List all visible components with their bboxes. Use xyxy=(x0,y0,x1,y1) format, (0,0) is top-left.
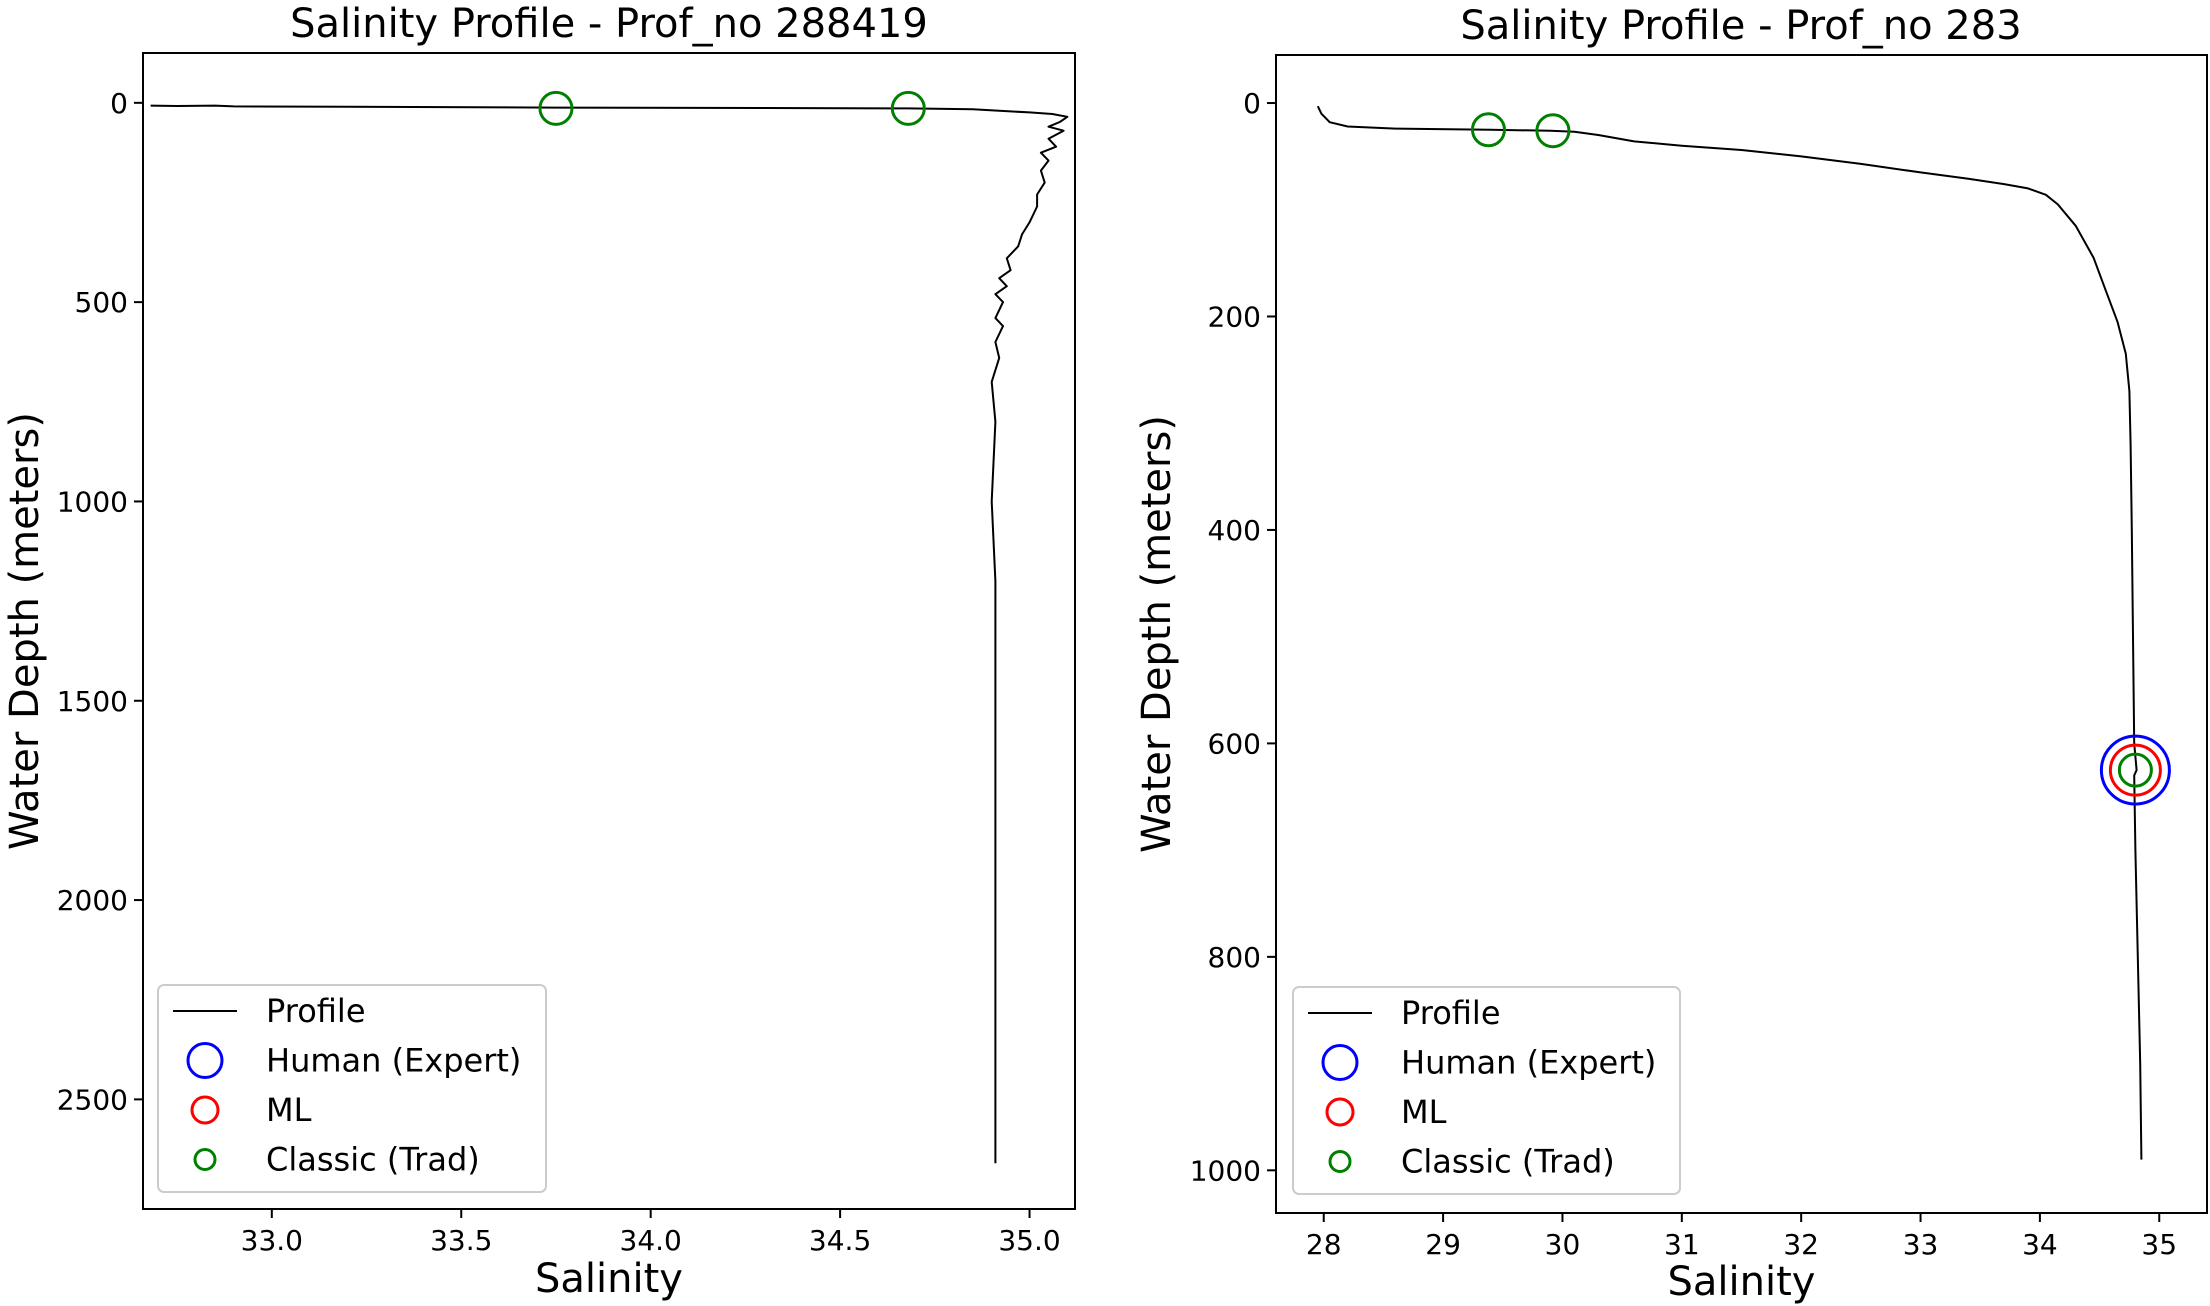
x-axis-label: Salinity xyxy=(535,1256,683,1302)
classic-trad-legend-marker xyxy=(1328,1150,1352,1173)
human-expert-legend-marker xyxy=(186,1042,224,1079)
x-tick-label: 28 xyxy=(1306,1228,1342,1261)
legend-label: ML xyxy=(1401,1093,1447,1131)
chart-title: Salinity Profile - Prof_no 283 xyxy=(1460,3,2021,49)
x-tick-label: 35 xyxy=(2141,1228,2177,1261)
ml-marker xyxy=(2108,743,2162,797)
y-tick-label: 2000 xyxy=(57,884,128,917)
x-tick-label: 32 xyxy=(1783,1228,1819,1261)
classic-trad-legend-marker xyxy=(193,1148,217,1171)
y-tick-label: 400 xyxy=(1208,514,1261,547)
legend: Profile Human (Expert) ML Classic (Trad) xyxy=(1292,986,1681,1195)
x-axis-label: Salinity xyxy=(1668,1259,1816,1305)
plot-frame xyxy=(1275,54,2208,1214)
legend-label: Profile xyxy=(266,992,366,1030)
plot-frame xyxy=(142,52,1076,1210)
y-tick-label: 2500 xyxy=(57,1083,128,1116)
y-tick-label: 200 xyxy=(1208,300,1261,333)
x-tick-label: 33.5 xyxy=(430,1224,492,1257)
legend-box xyxy=(157,984,547,1193)
y-tick-label: 0 xyxy=(110,87,128,120)
y-axis-label: Water Depth (meters) xyxy=(1134,415,1180,853)
legend-label: Human (Expert) xyxy=(266,1042,521,1080)
legend-label: Classic (Trad) xyxy=(266,1141,480,1179)
legend-label: Profile xyxy=(1401,994,1501,1032)
salinity-chart-right: Salinity Profile - Prof_no 283 28 29 30 31 32… xyxy=(1134,3,2208,1305)
ml-legend-marker xyxy=(1325,1097,1355,1127)
x-tick-label: 29 xyxy=(1425,1228,1461,1261)
x-tick-label: 34.0 xyxy=(620,1224,682,1257)
legend-label: Classic (Trad) xyxy=(1401,1143,1615,1181)
classic-trad-marker xyxy=(2117,752,2153,788)
ml-legend-marker xyxy=(190,1095,220,1125)
x-tick-label: 34.5 xyxy=(809,1224,871,1257)
y-tick-label: 600 xyxy=(1208,727,1261,760)
chart-title: Salinity Profile - Prof_no 288419 xyxy=(290,1,928,47)
profile-line xyxy=(150,104,1069,1164)
legend-box xyxy=(1292,986,1681,1195)
classic-trad-marker xyxy=(538,90,574,126)
human-expert-legend-marker xyxy=(1321,1044,1359,1081)
x-tick-label: 35.0 xyxy=(998,1224,1060,1257)
x-tick-label: 33 xyxy=(1903,1228,1939,1261)
human-expert-marker xyxy=(2099,734,2171,806)
legend-label: Human (Expert) xyxy=(1401,1044,1656,1082)
y-tick-label: 500 xyxy=(75,286,128,319)
salinity-chart-left: Salinity Profile - Prof_no 288419 33.0 33.… xyxy=(2,1,1076,1302)
x-tick-label: 30 xyxy=(1545,1228,1581,1261)
y-tick-label: 1000 xyxy=(1190,1154,1261,1187)
y-tick-label: 0 xyxy=(1243,87,1261,120)
profile-line xyxy=(1316,105,2143,1160)
classic-trad-marker xyxy=(1470,112,1506,148)
x-tick-label: 31 xyxy=(1664,1228,1700,1261)
y-axis-label: Water Depth (meters) xyxy=(2,412,48,850)
x-tick-label: 33.0 xyxy=(241,1224,303,1257)
classic-trad-marker xyxy=(890,90,926,126)
legend: Profile Human (Expert) ML Classic (Trad) xyxy=(157,984,547,1193)
x-tick-label: 34 xyxy=(2022,1228,2058,1261)
y-tick-label: 800 xyxy=(1208,941,1261,974)
classic-trad-marker xyxy=(1535,113,1571,149)
legend-label: ML xyxy=(266,1091,312,1129)
y-tick-label: 1500 xyxy=(57,685,128,718)
y-tick-label: 1000 xyxy=(57,485,128,518)
